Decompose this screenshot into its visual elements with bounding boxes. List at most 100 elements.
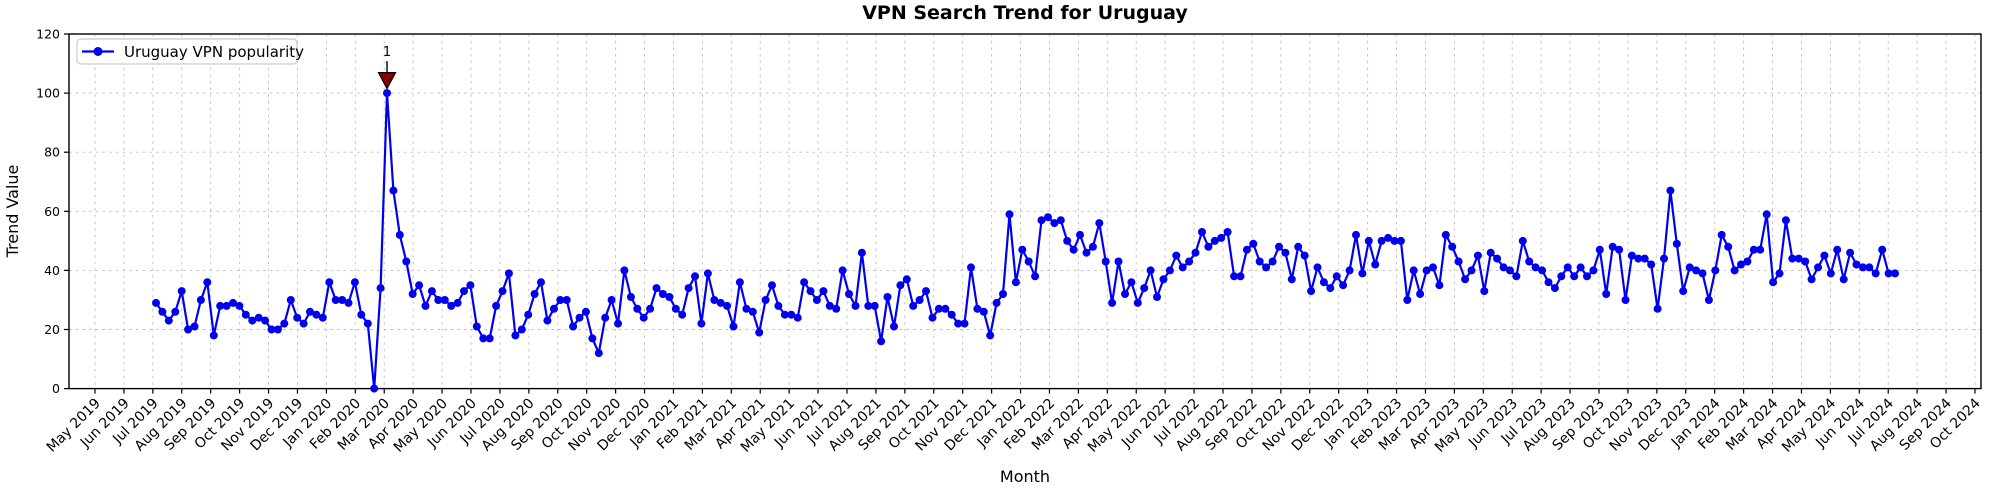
data-point-marker — [581, 307, 590, 316]
data-point-marker — [723, 301, 732, 310]
data-point-marker — [780, 310, 789, 319]
data-series — [152, 89, 1899, 393]
data-point-marker — [800, 278, 809, 287]
data-point-marker — [1775, 269, 1784, 278]
data-point-marker — [1634, 254, 1643, 263]
data-point-marker — [1082, 248, 1091, 257]
data-point-marker — [569, 322, 578, 331]
data-point-marker — [1653, 304, 1662, 313]
data-point-marker — [1127, 278, 1136, 287]
data-point-marker — [967, 263, 975, 272]
data-point-marker — [1512, 272, 1521, 281]
y-tick-label: 20 — [44, 322, 60, 337]
data-point-marker — [922, 287, 930, 296]
data-point-marker — [652, 284, 661, 293]
data-point-marker — [1044, 213, 1052, 222]
data-point-marker — [768, 281, 776, 290]
data-point-marker — [787, 310, 796, 319]
data-point-marker — [742, 304, 751, 313]
data-point-marker — [774, 301, 783, 310]
data-point-marker — [1730, 266, 1739, 275]
data-point-marker — [331, 296, 340, 304]
data-point-marker — [1140, 284, 1149, 293]
data-point-marker — [1364, 236, 1373, 245]
data-point-marker — [1704, 296, 1713, 304]
data-point-marker — [1326, 284, 1335, 293]
data-point-marker — [890, 322, 898, 331]
data-point-marker — [1275, 242, 1283, 251]
data-point-marker — [1846, 248, 1855, 257]
data-point-marker — [1281, 248, 1290, 257]
y-tick-label: 80 — [44, 145, 60, 160]
axes-spines — [68, 33, 1982, 390]
data-point-marker — [1165, 266, 1174, 275]
data-point-marker — [434, 296, 443, 304]
data-point-marker — [979, 307, 988, 316]
data-point-marker — [620, 266, 629, 275]
data-point-marker — [1499, 263, 1508, 272]
data-point-marker — [1005, 210, 1014, 219]
data-point-marker — [479, 334, 488, 343]
data-point-marker — [1672, 239, 1681, 248]
data-point-marker — [1858, 263, 1867, 272]
data-point-marker — [1550, 284, 1559, 293]
data-point-marker — [1178, 263, 1187, 272]
data-point-marker — [1339, 281, 1348, 290]
data-point-marker — [1794, 254, 1803, 263]
data-point-marker — [1210, 236, 1219, 245]
data-point-marker — [896, 281, 905, 290]
data-point-marker — [1133, 298, 1142, 307]
data-point-marker — [1756, 245, 1765, 254]
data-point-marker — [492, 301, 501, 310]
data-point-marker — [485, 334, 494, 343]
data-point-marker — [877, 337, 886, 346]
data-point-marker — [440, 296, 449, 304]
data-point-marker — [530, 290, 539, 298]
data-point-marker — [883, 293, 892, 301]
data-point-marker — [261, 316, 270, 325]
data-point-marker — [691, 272, 699, 281]
data-point-marker — [299, 319, 308, 328]
data-point-marker — [1724, 242, 1733, 251]
data-point-marker — [158, 307, 167, 316]
data-point-marker — [954, 319, 963, 328]
data-point-marker — [229, 298, 237, 307]
data-point-marker — [832, 304, 841, 313]
data-point-marker — [1185, 257, 1194, 266]
data-point-marker — [363, 319, 372, 328]
data-point-marker — [338, 296, 347, 304]
data-point-marker — [376, 284, 385, 293]
data-point-marker — [273, 325, 282, 334]
data-point-marker — [665, 293, 674, 301]
data-point-marker — [973, 304, 982, 313]
data-point-marker — [1223, 228, 1232, 236]
data-point-marker — [1076, 230, 1084, 239]
data-point-marker — [1088, 242, 1097, 251]
data-point-marker — [838, 266, 847, 275]
data-point-marker — [845, 290, 853, 298]
data-point-marker — [562, 296, 571, 304]
data-point-marker — [864, 301, 873, 310]
data-point-marker — [1698, 269, 1707, 278]
data-point-marker — [466, 281, 475, 290]
data-point-marker — [1396, 236, 1405, 245]
y-tick-label: 60 — [44, 204, 60, 219]
data-point-marker — [1037, 216, 1046, 225]
data-point-marker — [1544, 278, 1553, 287]
legend-item-label: Uruguay VPN popularity — [124, 43, 304, 61]
data-point-marker — [537, 278, 545, 287]
data-point-marker — [1480, 287, 1489, 296]
data-point-marker — [915, 296, 924, 304]
data-point-marker — [761, 296, 770, 304]
data-point-marker — [1217, 233, 1226, 242]
data-point-marker — [1692, 266, 1701, 275]
data-point-marker — [729, 322, 738, 331]
data-point-marker — [1153, 293, 1161, 301]
data-point-marker — [1236, 272, 1245, 281]
data-point-marker — [1121, 290, 1129, 298]
data-point-marker — [812, 296, 821, 304]
data-point-marker — [1621, 296, 1630, 304]
